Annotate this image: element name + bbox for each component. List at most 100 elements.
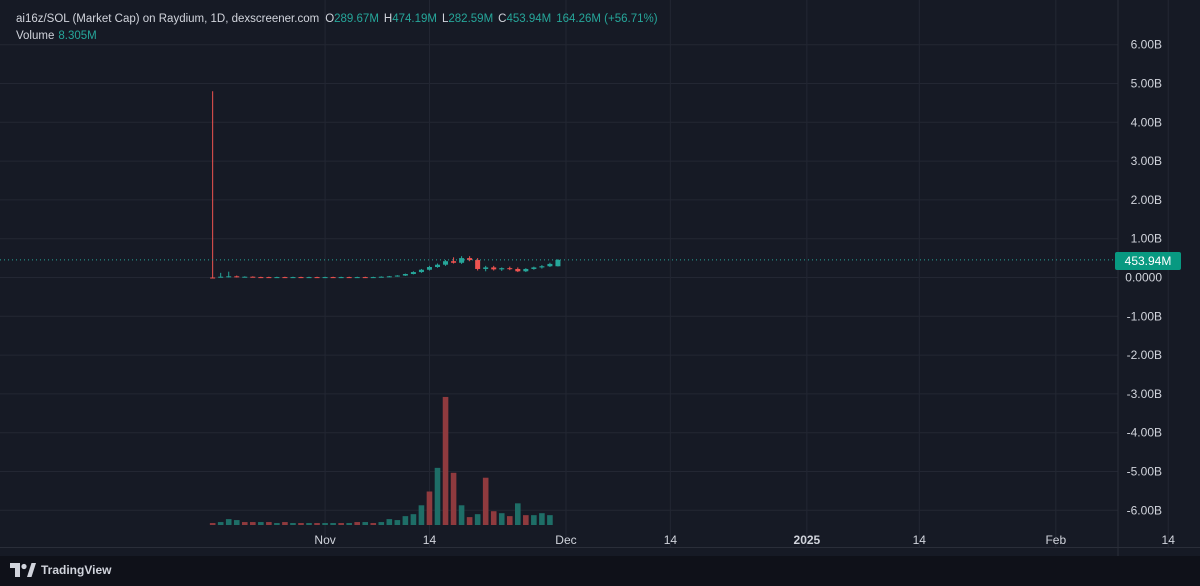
candle-body [547, 263, 553, 267]
high-value: 474.19M [392, 13, 437, 25]
candle-body [242, 276, 248, 278]
y-tick-label: 2.00B [1131, 193, 1162, 207]
candle-body [555, 259, 561, 267]
candle-body [451, 261, 457, 263]
volume-bar [346, 523, 352, 525]
volume-bar [217, 522, 224, 525]
volume-bar [402, 516, 409, 525]
candle-series [210, 91, 561, 279]
volume-bar [354, 522, 360, 525]
candle-body [314, 277, 320, 279]
candle-body [258, 277, 264, 279]
volume-bar [330, 523, 336, 525]
candle-body [459, 258, 465, 263]
high-label: H [383, 13, 393, 25]
volume-bar [266, 522, 272, 525]
candle-body [499, 268, 505, 270]
volume-bar [498, 513, 505, 525]
candle-body [467, 258, 473, 261]
candle-body [250, 276, 256, 278]
y-tick-label: 3.00B [1131, 154, 1162, 168]
y-tick-label: -6.00B [1127, 503, 1162, 517]
candle-body [507, 268, 513, 270]
volume-bar [314, 523, 320, 525]
volume-bar [410, 514, 417, 525]
close-label: C [498, 13, 507, 25]
x-tick-label: 2025 [794, 533, 821, 547]
tradingview-logo-icon [10, 563, 36, 577]
brand-name: TradingView [41, 563, 112, 577]
close-value: 453.94M [506, 13, 552, 25]
candle-body [210, 277, 216, 279]
candle-body [426, 267, 432, 270]
candle-body [290, 277, 296, 279]
candle-body [322, 277, 328, 279]
volume-bar [539, 513, 545, 525]
y-tick-label: -5.00B [1127, 465, 1162, 479]
volume-bar [482, 477, 489, 525]
candle-body [402, 274, 408, 276]
volume-bar [306, 523, 312, 525]
x-tick-label: 14 [913, 533, 927, 547]
candle-body [330, 277, 336, 279]
volume-bar [298, 523, 304, 525]
tradingview-branding[interactable]: TradingView [10, 563, 111, 577]
volume-label[interactable]: Volume [16, 30, 55, 42]
candle-body [394, 275, 400, 277]
volume-bar [515, 503, 521, 525]
volume-bar [531, 515, 537, 525]
candle-body [386, 276, 392, 278]
x-tick-label: Nov [314, 533, 335, 547]
candle-body [266, 277, 272, 279]
change-value: 164.26M (+56.71%) [556, 13, 658, 25]
volume-bar [466, 517, 473, 525]
candle-body [539, 266, 545, 268]
candle-body [523, 268, 529, 272]
candle-body [443, 261, 449, 265]
symbol-title[interactable]: ai16z/SOL (Market Cap) on Raydium, 1D, d… [16, 13, 320, 25]
y-tick-label: -1.00B [1127, 309, 1162, 323]
volume-bar [338, 523, 344, 525]
candle-body [362, 277, 368, 279]
x-tick-label: Feb [1045, 533, 1066, 547]
candle-body [298, 277, 304, 279]
volume-bar [378, 522, 385, 525]
candle-body [418, 269, 424, 273]
volume-bar [426, 491, 433, 525]
y-tick-label: -2.00B [1127, 348, 1162, 362]
candle-body [410, 272, 416, 275]
volume-bar [290, 523, 296, 525]
volume-bar [241, 522, 248, 525]
candle-body [531, 267, 537, 269]
x-axis[interactable]: Nov 14 Dec 14 2025 14 Feb 14 [314, 533, 1175, 547]
low-label: L [441, 13, 449, 25]
candle-body [218, 276, 224, 278]
y-tick-label: 6.00B [1131, 38, 1162, 52]
candle-body [354, 277, 360, 279]
candle-body [515, 268, 521, 272]
x-tick-label: 14 [664, 533, 678, 547]
volume-bar [450, 472, 457, 525]
volume-bar [458, 505, 465, 525]
candle-body [370, 277, 376, 279]
volume-bar [274, 523, 280, 525]
open-label: O [325, 13, 335, 25]
y-tick-label: -4.00B [1127, 426, 1162, 440]
volume-bar [258, 522, 264, 525]
volume-bar [490, 511, 497, 525]
y-tick-label: 0.0000 [1125, 271, 1162, 285]
chart-grid [0, 0, 1200, 556]
volume-bar [233, 520, 240, 525]
volume-bar [442, 396, 449, 525]
candle-body [491, 267, 497, 270]
y-tick-label: 1.00B [1131, 232, 1162, 246]
volume-bar [322, 523, 328, 525]
candle-body [226, 276, 232, 278]
candle-body [274, 277, 280, 279]
volume-bar [370, 523, 377, 525]
volume-bar [547, 515, 553, 525]
volume-bar [394, 520, 401, 525]
y-axis[interactable]: 6.00B 5.00B 4.00B 3.00B 2.00B 1.00B 0.0000 -1.0… [1125, 38, 1162, 518]
volume-value: 8.305M [58, 30, 97, 42]
